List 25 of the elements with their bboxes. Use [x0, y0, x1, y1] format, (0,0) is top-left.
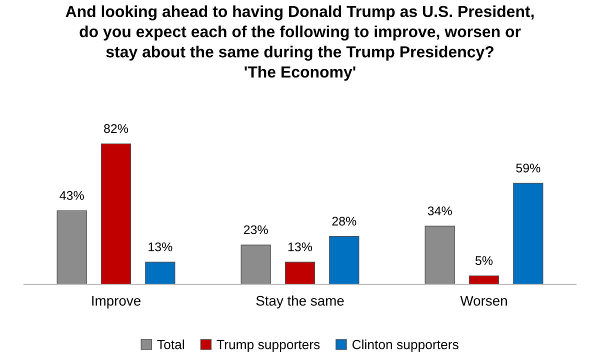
bar — [240, 244, 271, 284]
data-label: 59% — [516, 164, 540, 172]
data-label: 23% — [244, 225, 268, 234]
x-tick-label: Stay the same — [256, 296, 344, 308]
x-tick-label: Improve — [92, 296, 140, 308]
legend-label: Clinton supporters — [352, 340, 458, 352]
data-label: 13% — [148, 242, 172, 252]
chart-title: And looking ahead to having Donald Trump as U.S. President, do you expect each of the following to improve, worsen or stay about the same during the Trump Presidency? 'The Economy' — [66, 5, 534, 81]
bar — [100, 143, 132, 284]
data-label: 13% — [288, 242, 312, 252]
data-label: 28% — [332, 216, 356, 226]
bar — [424, 226, 455, 284]
bar — [329, 236, 360, 284]
bar — [56, 210, 87, 284]
x-tick-label: Worsen — [460, 296, 507, 306]
data-label: 5% — [475, 256, 493, 266]
bar — [284, 262, 316, 284]
bar — [468, 275, 500, 284]
legend-label: Total — [157, 340, 184, 350]
data-label: 82% — [104, 124, 128, 134]
data-label: 34% — [428, 206, 452, 216]
bar — [145, 262, 176, 284]
data-label: 43% — [60, 191, 84, 200]
bar — [513, 182, 544, 284]
legend-label: Trump supporters — [216, 340, 320, 352]
